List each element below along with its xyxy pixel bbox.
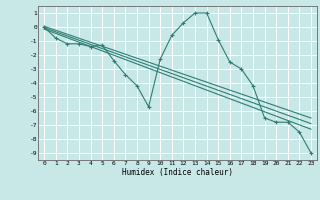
X-axis label: Humidex (Indice chaleur): Humidex (Indice chaleur): [122, 168, 233, 177]
